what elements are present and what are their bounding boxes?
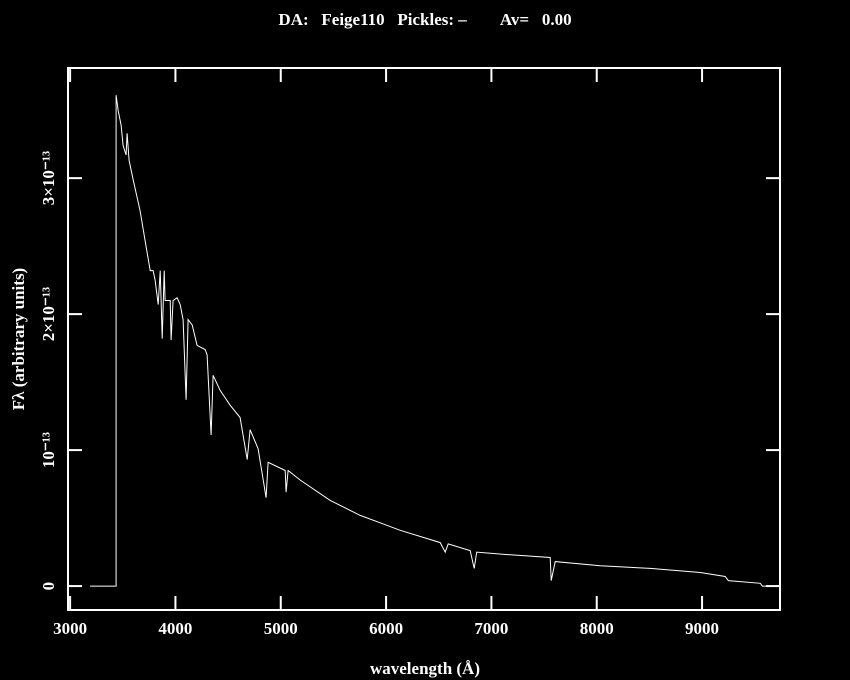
y-tick-label: 0 (39, 582, 58, 591)
spectrum-line (90, 95, 779, 587)
x-tick-label: 4000 (158, 619, 192, 638)
x-tick-label: 7000 (474, 619, 508, 638)
y-tick-label: 10⁻¹³ (39, 432, 58, 468)
x-tick-label: 9000 (685, 619, 719, 638)
y-axis-label: Fλ (arbitrary units) (9, 268, 28, 410)
chart-title: DA: Feige110 Pickles: – Av= 0.00 (278, 10, 571, 29)
plot-frame (67, 67, 781, 611)
x-tick-label: 8000 (580, 619, 614, 638)
x-axis-label: wavelength (Å) (370, 659, 480, 678)
x-tick-label: 5000 (264, 619, 298, 638)
y-tick-label: 2×10⁻¹³ (39, 287, 58, 341)
x-tick-label: 3000 (53, 619, 87, 638)
x-tick-label: 6000 (369, 619, 403, 638)
y-tick-label: 3×10⁻¹³ (39, 151, 58, 205)
